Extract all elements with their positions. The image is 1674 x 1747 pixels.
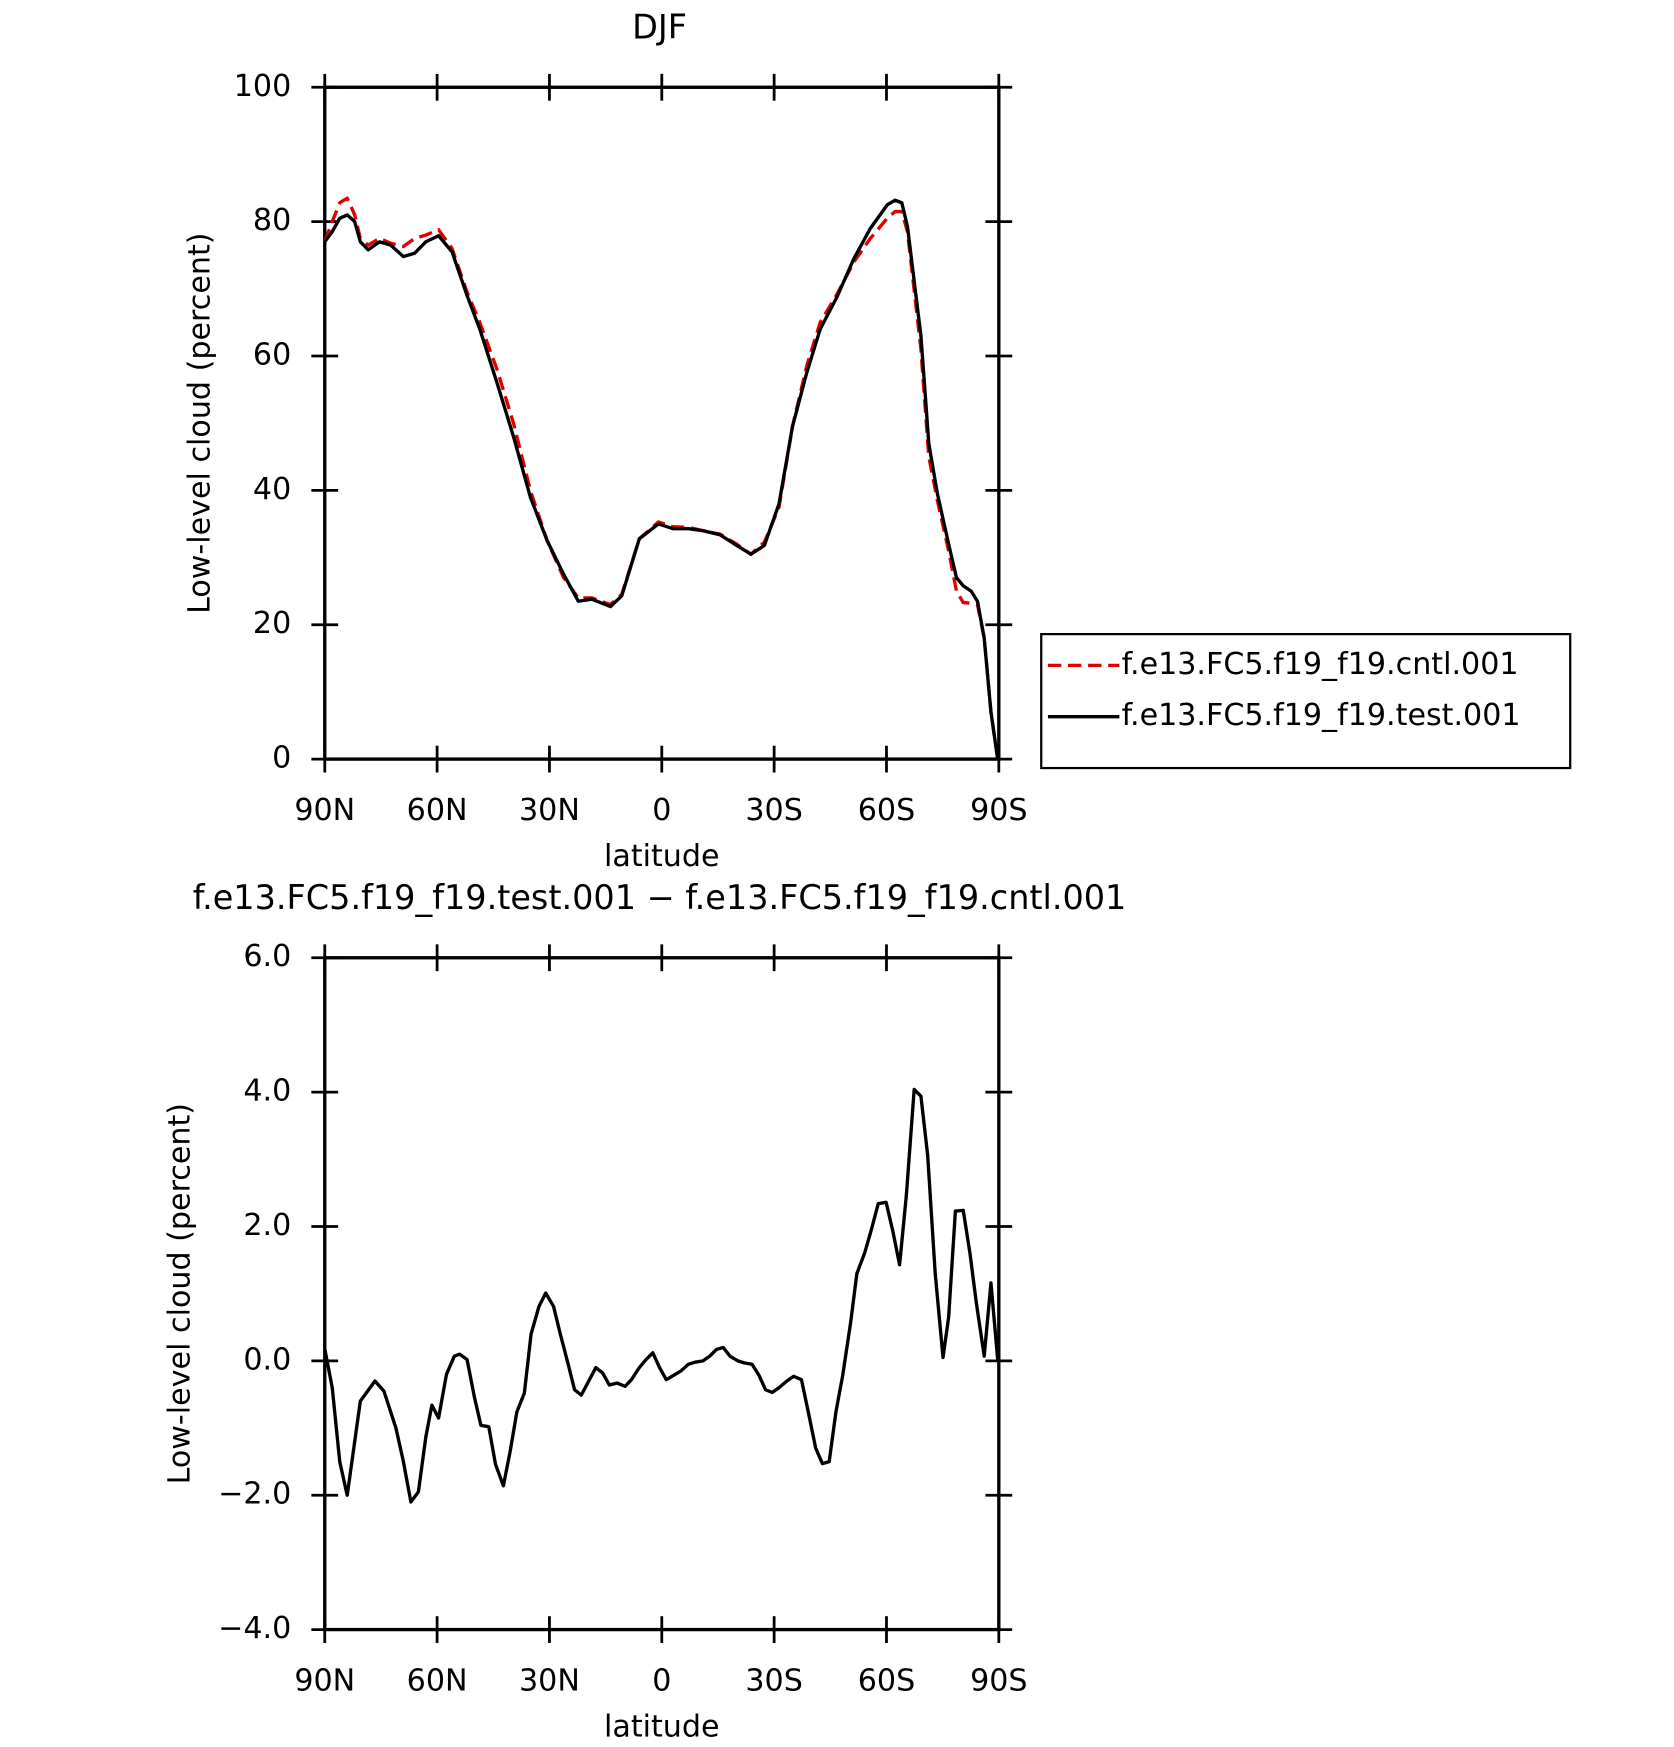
x-axis-label: latitude	[604, 839, 720, 874]
y-tick-label: 100	[234, 69, 292, 104]
y-tick-label: 60	[253, 338, 291, 373]
x-tick-label: 60N	[407, 1664, 468, 1699]
y-tick-label: 80	[253, 203, 291, 238]
legend-label: f.e13.FC5.f19_f19.cntl.001	[1122, 647, 1519, 682]
legend-label: f.e13.FC5.f19_f19.test.001	[1122, 698, 1521, 733]
data-line	[323, 1087, 1000, 1504]
data-line	[323, 198, 1000, 760]
chart-title: DJF	[632, 8, 687, 47]
plot-frame	[323, 956, 1001, 1632]
plot-frame	[323, 85, 1001, 761]
y-tick-label: −2.0	[218, 1477, 291, 1512]
x-tick-label: 90S	[970, 793, 1027, 828]
x-tick-label: 30N	[519, 1664, 580, 1699]
x-axis-label: latitude	[604, 1709, 720, 1744]
x-tick-label: 0	[652, 1664, 671, 1699]
chart-title: f.e13.FC5.f19_f19.test.001 − f.e13.FC5.f…	[193, 878, 1127, 917]
x-tick-label: 60S	[858, 793, 915, 828]
y-tick-label: −4.0	[218, 1611, 291, 1646]
y-tick-label: 0	[272, 741, 291, 776]
x-tick-label: 90S	[970, 1664, 1027, 1699]
y-tick-label: 0.0	[243, 1342, 291, 1377]
legend: f.e13.FC5.f19_f19.cntl.001 f.e13.FC5.f19_…	[1040, 633, 1572, 770]
x-tick-label: 30S	[745, 1664, 802, 1699]
x-tick-label: 60N	[407, 793, 468, 828]
y-tick-label: 40	[253, 472, 291, 507]
x-tick-label: 30N	[519, 793, 580, 828]
x-tick-label: 90N	[294, 793, 355, 828]
x-tick-label: 90N	[294, 1664, 355, 1699]
y-tick-label: 2.0	[243, 1208, 291, 1243]
y-tick-label: 6.0	[243, 939, 291, 974]
y-tick-label: 4.0	[243, 1074, 291, 1109]
legend-box	[1040, 633, 1572, 770]
x-tick-label: 30S	[745, 793, 802, 828]
y-tick-label: 20	[253, 606, 291, 641]
x-tick-label: 60S	[858, 1664, 915, 1699]
y-axis-label: Low-level cloud (percent)	[182, 232, 217, 613]
data-line	[323, 196, 1000, 760]
x-tick-label: 0	[652, 793, 671, 828]
y-axis-label: Low-level cloud (percent)	[162, 1103, 197, 1484]
